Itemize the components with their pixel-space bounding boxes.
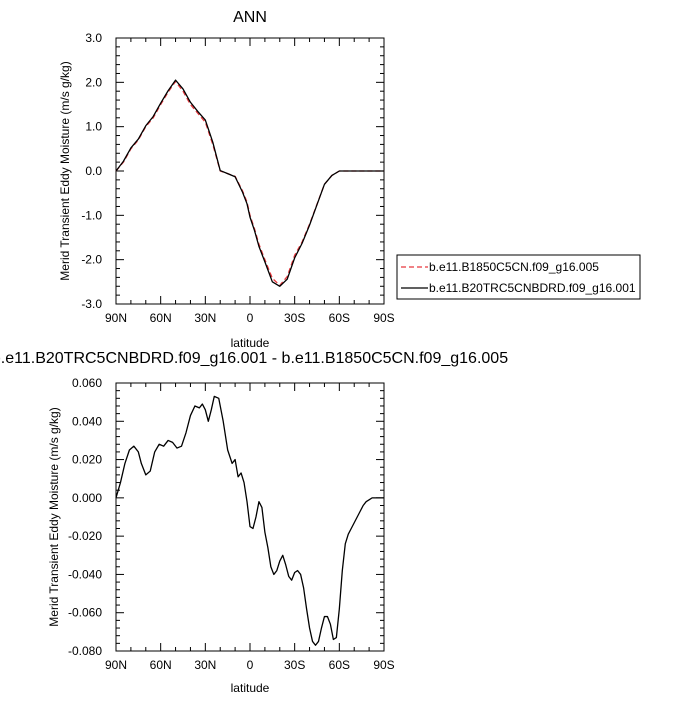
y-tick-label: 0.060 — [72, 376, 102, 390]
series-line-1 — [115, 395, 384, 646]
legend-entry-1: b.e11.B1850C5CN.f09_g16.005 — [429, 260, 599, 274]
y-tick-label: 0.020 — [72, 453, 102, 467]
y-tick-label: -0.080 — [68, 644, 102, 658]
bottom-y-axis-label: Merid Transient Eddy Moisture (m/s g/kg) — [47, 407, 61, 626]
x-tick-label: 90S — [373, 658, 394, 672]
y-tick-label: -0.040 — [68, 567, 102, 581]
y-tick-label: 2.0 — [85, 75, 102, 89]
y-tick-label: 0.040 — [72, 414, 102, 428]
legend-entry-2: b.e11.B20TRC5CNBDRD.f09_g16.001 — [429, 281, 636, 295]
top-ticks: 90N 60N 30N 0 30S 60S 90S 3.0 2.0 1.0 0.0 -1.0 -2.0 -… — [81, 31, 394, 325]
x-tick-label: 30S — [284, 658, 305, 672]
bottom-series-lines — [115, 395, 384, 646]
y-tick-label: -0.060 — [68, 606, 102, 620]
x-tick-label: 30N — [194, 311, 216, 325]
top-y-axis-label: Merid Transient Eddy Moisture (m/s g/kg) — [58, 61, 72, 280]
x-tick-label: 60N — [150, 311, 172, 325]
x-tick-label: 90S — [373, 311, 394, 325]
legend-box — [396, 254, 641, 300]
x-tick-label: 60N — [150, 658, 172, 672]
x-tick-label: 0 — [247, 658, 254, 672]
top-series-lines — [115, 79, 384, 287]
y-tick-label: 3.0 — [85, 31, 102, 45]
y-tick-label: 0.0 — [85, 164, 102, 178]
series-line-2 — [115, 79, 384, 287]
x-tick-label: 30N — [194, 658, 216, 672]
bottom-chart-title: b.e11.B20TRC5CNBDRD.f09_g16.001 - b.e11.… — [0, 350, 508, 367]
legend: b.e11.B1850C5CN.f09_g16.005 b.e11.B20TRC… — [396, 254, 641, 300]
top-chart-title: ANN — [233, 9, 267, 26]
x-tick-label: 60S — [329, 311, 350, 325]
y-tick-label: -2.0 — [81, 253, 102, 267]
x-tick-label: 60S — [329, 658, 350, 672]
y-tick-label: 0.000 — [72, 491, 102, 505]
bottom-plot-frame — [115, 382, 385, 652]
top-x-axis-label: latitude — [231, 336, 270, 350]
x-tick-label: 30S — [284, 311, 305, 325]
x-tick-label: 90N — [105, 311, 127, 325]
top-panel: ANN 90N 60N 30N 0 30S 60S 90S 3.0 2.0 1.0 0.0 -1.0 -… — [58, 9, 641, 350]
y-tick-label: -3.0 — [81, 297, 102, 311]
bottom-panel: b.e11.B20TRC5CNBDRD.f09_g16.001 - b.e11.… — [0, 350, 508, 695]
x-tick-label: 0 — [247, 311, 254, 325]
bottom-ticks: 90N 60N 30N 0 30S 60S 90S 0.060 0.040 0.020 0.000 -… — [68, 376, 395, 672]
x-tick-label: 90N — [105, 658, 127, 672]
y-tick-label: 1.0 — [85, 120, 102, 134]
bottom-x-axis-label: latitude — [231, 681, 270, 695]
y-tick-label: -0.020 — [68, 529, 102, 543]
y-tick-label: -1.0 — [81, 208, 102, 222]
